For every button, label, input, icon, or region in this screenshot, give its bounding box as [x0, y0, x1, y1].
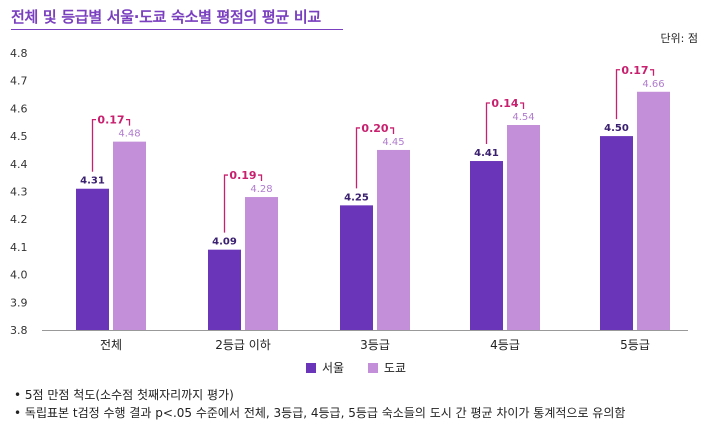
difference-label-bg: [228, 168, 258, 183]
legend-swatch-tokyo: [367, 362, 378, 373]
bar-chart: 3.83.94.04.14.24.34.44.54.64.74.8 4.314.…: [10, 47, 688, 352]
difference-label-bg: [490, 96, 520, 111]
legend-item-seoul: 서울: [305, 359, 345, 376]
x-category-label: 3등급: [360, 338, 390, 352]
difference-label: 0.17: [621, 64, 648, 77]
y-tick-label: 3.9: [10, 296, 28, 309]
y-tick-label: 4.3: [10, 186, 28, 199]
x-axis: 전체 2등급 이하 3등급 4등급 5등급: [42, 330, 688, 352]
difference-label-bg: [96, 112, 126, 127]
difference-label: 0.20: [361, 122, 388, 135]
y-tick-label: 4.6: [10, 102, 28, 115]
bar-tokyo: [113, 141, 146, 330]
x-category-label: 4등급: [490, 338, 520, 352]
bars: [76, 91, 670, 331]
bar-tokyo: [507, 125, 540, 331]
bar-tokyo: [637, 91, 670, 330]
y-tick-label: 4.2: [10, 213, 28, 226]
data-label-tokyo: 4.66: [642, 79, 664, 90]
bar-seoul: [208, 249, 241, 330]
y-tick-label: 4.1: [10, 241, 28, 254]
y-tick-label: 4.4: [10, 158, 28, 171]
data-label-seoul: 4.41: [474, 148, 499, 159]
y-tick-label: 4.8: [10, 47, 28, 60]
footnote: 독립표본 t검정 수행 결과 p<.05 수준에서 전체, 3등급, 4등급, …: [14, 404, 626, 422]
data-labels: 4.31 4.48 0.17 4.09 4.28 0.19 4.25 4.45 0.20 4.41…: [80, 62, 665, 248]
x-category-label: 2등급 이하: [215, 338, 271, 352]
unit-label: 단위: 점: [660, 32, 698, 45]
legend-label-tokyo: 도쿄: [383, 361, 406, 375]
legend-item-tokyo: 도쿄: [367, 359, 406, 376]
difference-label: 0.19: [229, 169, 256, 182]
data-label-tokyo: 4.45: [382, 137, 404, 148]
bar-tokyo: [245, 197, 278, 330]
data-label-seoul: 4.25: [344, 192, 369, 203]
difference-label-bg: [620, 62, 650, 77]
y-axis: 3.8 3.9 4.0 4.1 4.2 4.3 4.4 4.5 4.6 4.7 4.8: [10, 47, 28, 337]
y-tick-label: 3.8: [10, 324, 28, 337]
bar-seoul: [470, 161, 503, 330]
bar-seoul: [600, 136, 633, 330]
footnote: 5점 만점 척도(소수점 첫째자리까지 평가): [14, 386, 625, 404]
x-category-label: 전체: [100, 338, 122, 352]
legend: 서울 도쿄: [0, 359, 712, 376]
difference-label: 0.17: [97, 114, 124, 127]
bar-seoul: [76, 188, 109, 330]
data-label-tokyo: 4.54: [512, 112, 534, 123]
y-tick-label: 4.5: [10, 130, 28, 143]
difference-label-bg: [360, 120, 390, 135]
data-label-tokyo: 4.28: [250, 184, 272, 195]
bar-seoul: [340, 205, 373, 330]
y-tick-label: 4.0: [10, 269, 28, 282]
data-label-tokyo: 4.48: [118, 129, 140, 140]
data-label-seoul: 4.09: [212, 237, 237, 248]
title-underline: [11, 29, 343, 30]
legend-swatch-seoul: [305, 362, 316, 373]
data-label-seoul: 4.50: [604, 123, 629, 134]
difference-label: 0.14: [491, 97, 518, 110]
x-category-label: 5등급: [620, 338, 650, 352]
chart-title: 전체 및 등급별 서울·도쿄 숙소별 평점의 평균 비교: [11, 8, 321, 26]
y-tick-label: 4.7: [10, 75, 28, 88]
data-label-seoul: 4.31: [80, 176, 105, 187]
bar-tokyo: [377, 149, 410, 330]
legend-label-seoul: 서울: [321, 361, 345, 375]
footnotes: 5점 만점 척도(소수점 첫째자리까지 평가) 독립표본 t검정 수행 결과 p…: [14, 386, 626, 422]
